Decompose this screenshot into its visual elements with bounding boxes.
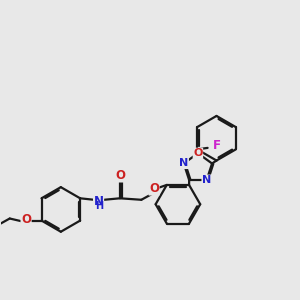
Text: O: O	[149, 182, 159, 195]
Text: O: O	[21, 213, 31, 226]
Text: N: N	[94, 195, 103, 208]
Text: O: O	[193, 148, 203, 158]
Text: N: N	[179, 158, 188, 169]
Text: F: F	[213, 139, 221, 152]
Text: O: O	[115, 169, 125, 182]
Text: N: N	[202, 175, 211, 185]
Text: H: H	[95, 201, 104, 211]
